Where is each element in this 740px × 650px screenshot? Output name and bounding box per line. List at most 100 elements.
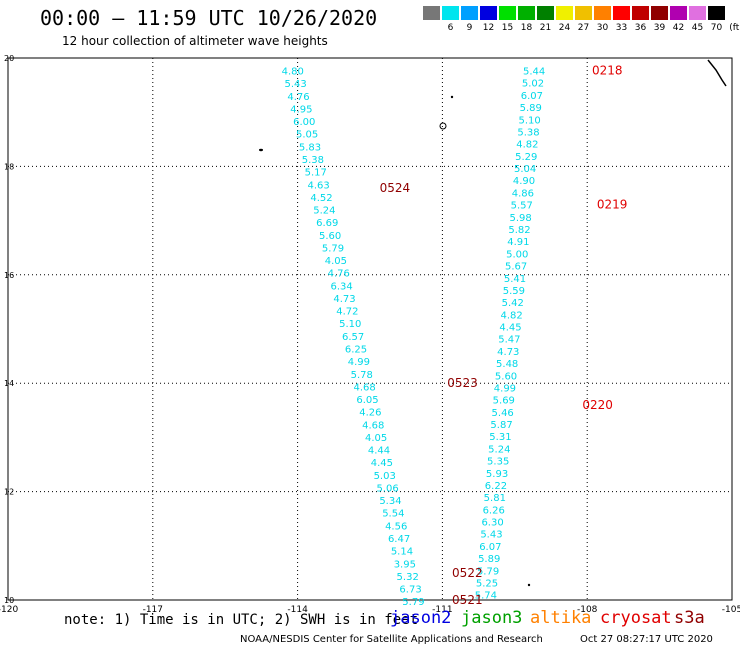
wave-height-value: 5.78 [351, 370, 373, 381]
wave-height-value: 4.80 [282, 67, 304, 78]
legend-label: 21 [539, 23, 552, 33]
wave-height-value: 5.98 [510, 213, 532, 224]
wave-height-value: 5.89 [478, 554, 500, 565]
wave-height-value: 5.60 [495, 371, 517, 382]
wave-height-value: 5.89 [520, 103, 542, 114]
wave-height-value: 5.48 [496, 359, 518, 370]
footer-note: note: 1) Time is in UTC; 2) SWH is in fe… [64, 612, 419, 628]
lon-tick-label: -111 [432, 605, 452, 615]
wave-height-value: 6.57 [342, 332, 364, 343]
legend-swatch [632, 6, 649, 20]
wave-height-value: 6.25 [345, 344, 367, 355]
pass-time-label: 0521 [452, 593, 483, 607]
lon-tick-label: -117 [143, 605, 163, 615]
legend-swatch [613, 6, 630, 20]
pass-time-label: 0524 [380, 181, 411, 195]
wave-height-value: 5.31 [489, 432, 511, 443]
coastline [707, 59, 727, 87]
wave-height-value: 4.82 [501, 310, 523, 321]
legend-label: 45 [691, 23, 704, 33]
wave-height-value: 5.06 [376, 483, 398, 494]
legend-swatch [594, 6, 611, 20]
legend-unit: (ft) [729, 23, 740, 33]
satellite-s3a: s3a [674, 608, 705, 628]
lat-tick-label: 10 [4, 596, 14, 605]
lon-tick-label: -108 [577, 605, 598, 615]
wave-height-value: 6.73 [399, 585, 421, 596]
map-subtitle: 12 hour collection of altimeter wave hei… [62, 34, 328, 48]
legend-label: 15 [501, 23, 514, 33]
lon-tick-label: -120 [0, 605, 18, 615]
wave-height-value: 5.44 [523, 67, 545, 78]
wave-height-value: 4.99 [494, 383, 516, 394]
legend-label: 9 [466, 23, 473, 33]
legend-swatch [651, 6, 668, 20]
wave-height-value: 5.67 [505, 262, 527, 273]
wave-height-value: 4.73 [333, 294, 355, 305]
lat-tick-label: 18 [4, 162, 14, 171]
wave-height-value: 6.69 [316, 218, 338, 229]
legend-swatch [442, 6, 459, 20]
wave-height-value: 5.17 [305, 168, 327, 179]
wave-height-value: 4.05 [325, 256, 347, 267]
lon-tick-label: -105 [722, 605, 740, 615]
wave-height-value: 4.52 [310, 193, 332, 204]
wave-height-value: 4.91 [507, 237, 529, 248]
wave-height-value: 5.93 [486, 469, 508, 480]
island [450, 95, 454, 99]
wave-height-value: 6.47 [388, 534, 410, 545]
wave-height-value: 5.59 [503, 286, 525, 297]
wave-height-value: 5.38 [302, 155, 324, 166]
wave-height-value: 4.72 [336, 307, 358, 318]
lon-tick-label: -114 [287, 605, 308, 615]
island [439, 122, 447, 130]
legend-label: 24 [558, 23, 571, 33]
wave-height-value: 5.81 [484, 493, 506, 504]
generation-timestamp: Oct 27 08:27:17 UTC 2020 [580, 634, 713, 645]
wave-height-value: 5.38 [517, 127, 539, 138]
legend-swatch [708, 6, 725, 20]
wave-height-value: 5.79 [322, 243, 344, 254]
wave-height-value: 6.05 [356, 395, 378, 406]
legend-label: 39 [653, 23, 666, 33]
legend-swatch [689, 6, 706, 20]
pass-time-label: 0219 [597, 197, 628, 211]
legend-swatch [537, 6, 554, 20]
legend-label: 12 [482, 23, 495, 33]
wave-height-value: 6.07 [521, 91, 543, 102]
wave-height-value: 5.00 [506, 249, 528, 260]
wave-height-value: 6.00 [293, 117, 315, 128]
wave-height-value: 5.57 [511, 201, 533, 212]
wave-height-value: 5.43 [285, 79, 307, 90]
wave-height-value: 6.22 [485, 481, 507, 492]
wave-height-value: 4.45 [499, 323, 521, 334]
wave-height-value: 5.24 [488, 444, 510, 455]
wave-height-value: 5.10 [339, 319, 361, 330]
legend-label: 6 [447, 23, 454, 33]
legend-swatch [480, 6, 497, 20]
legend-swatch [575, 6, 592, 20]
wave-height-value: 5.82 [508, 225, 530, 236]
lat-tick-label: 12 [4, 488, 14, 497]
wave-height-value: 5.25 [476, 578, 498, 589]
wave-height-value: 5.69 [493, 396, 515, 407]
wave-height-value: 5.83 [299, 142, 321, 153]
island [527, 583, 531, 587]
wave-height-value: 5.34 [379, 496, 401, 507]
legend-swatch [423, 6, 440, 20]
wave-height-value: 4.45 [371, 458, 393, 469]
legend-swatch [556, 6, 573, 20]
wave-height-value: 5.24 [313, 206, 335, 217]
lat-tick-label: 16 [4, 271, 14, 280]
legend-swatch [461, 6, 478, 20]
wave-height-value: 5.29 [515, 152, 537, 163]
wave-height-value: 5.14 [391, 547, 413, 558]
pass-time-label: 0523 [447, 376, 478, 390]
legend-label: 18 [520, 23, 533, 33]
legend-label: 70 [710, 23, 723, 33]
legend-swatch [499, 6, 516, 20]
lat-tick-label: 20 [4, 54, 14, 63]
map-frame [7, 57, 733, 601]
wave-height-value: 5.79 [477, 566, 499, 577]
